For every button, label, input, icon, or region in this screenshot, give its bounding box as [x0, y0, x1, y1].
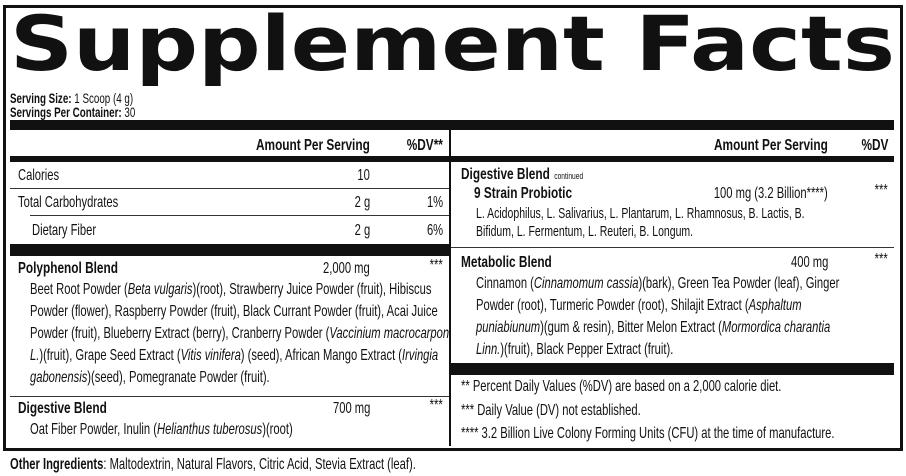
divider-bar — [451, 156, 894, 162]
polyphenol-dv: *** — [429, 257, 443, 274]
digestive-dv: *** — [429, 397, 443, 414]
ingredient-text: Beet Root Powder ( — [30, 281, 128, 298]
probiotic-name: 9 Strain Probiotic — [474, 185, 573, 202]
ingredient-line: L.)(fruit), Grape Seed Extract (Vitis vi… — [30, 345, 449, 367]
ingredient-text: Bifidum, L. Fermentum, L. Reuteri, B. Lo… — [476, 223, 694, 240]
right-header-amount: Amount Per Serving — [714, 137, 828, 154]
ingredient-line: Linn.)(fruit), Black Pepper Extract (fru… — [476, 339, 839, 361]
row-carbs-dv: 1% — [426, 194, 443, 211]
left-header-amount: Amount Per Serving — [256, 137, 370, 154]
ingredient-text: )(bark), Green Tea Powder (leaf), Ginger — [638, 275, 840, 292]
botanical-name: Vitis vinifera — [180, 347, 241, 364]
continued-note: continued — [554, 171, 584, 181]
botanical-name: Mormordica charantia — [721, 319, 831, 336]
metabolic-dv: *** — [874, 251, 888, 268]
botanical-name: Cinnamomum cassia — [533, 275, 639, 292]
supplement-facts-panel — [3, 5, 903, 451]
botanical-name: Vaccinium macrocarpon — [329, 325, 450, 342]
footnote-dv-not-established: *** Daily Value (DV) not established. — [461, 402, 641, 419]
divider-bar — [10, 244, 449, 256]
metabolic-name: Metabolic Blend — [461, 254, 552, 271]
polyphenol-ingredients: Beet Root Powder (Beta vulgaris)(root), … — [30, 279, 449, 389]
ingredient-text: L. Acidophilus, L. Salivarius, L. Planta… — [476, 205, 805, 222]
servings-label: Servings Per Container: — [10, 104, 122, 120]
divider-bar — [10, 156, 449, 162]
serving-size-label: Serving Size: — [10, 90, 72, 106]
ingredient-text: )(gum & resin), Bitter Melon Extract ( — [540, 319, 722, 336]
botanical-name: Asphaltum — [748, 297, 802, 314]
row-fiber-name: Dietary Fiber — [32, 222, 97, 239]
probiotic-dv: *** — [874, 182, 888, 199]
ingredient-line: L. Acidophilus, L. Salivarius, L. Planta… — [476, 205, 805, 223]
polyphenol-amount: 2,000 mg — [323, 260, 370, 277]
digestive-continued-name: Digestive Blend — [461, 166, 550, 183]
divider-bar — [10, 120, 894, 130]
row-fiber-amount: 2 g — [354, 222, 370, 239]
divider-bar — [451, 363, 894, 375]
divider-line — [10, 396, 449, 397]
ingredient-text: Powder (flower), Raspberry Powder (fruit… — [30, 303, 438, 320]
botanical-name: L. — [30, 347, 40, 364]
serving-size-value: 1 Scoop (4 g) — [74, 90, 134, 106]
servings-per-container: Servings Per Container: 30 — [10, 105, 135, 119]
botanical-name: Linn. — [476, 341, 501, 358]
ingredient-line: Powder (fruit), Blueberry Extract (berry… — [30, 323, 449, 345]
ingredient-line: Oat Fiber Powder, Inulin (Helianthus tub… — [30, 419, 293, 441]
title: Supplement Facts — [10, 0, 895, 88]
right-header-dv: %DV — [861, 137, 888, 154]
ingredient-text: )(fruit), Black Pepper Extract (fruit). — [500, 341, 674, 358]
ingredient-text: Powder (root), Turmeric Powder (root), S… — [476, 297, 749, 314]
botanical-name: Beta vulgaris — [127, 281, 193, 298]
digestive-amount: 700 mg — [332, 400, 370, 417]
divider-line — [10, 188, 449, 189]
metabolic-amount: 400 mg — [790, 254, 828, 271]
footnote-dv: ** Percent Daily Values (%DV) are based … — [461, 378, 782, 395]
ingredient-line: Powder (flower), Raspberry Powder (fruit… — [30, 301, 449, 323]
digestive-name: Digestive Blend — [18, 400, 107, 417]
row-carbs-amount: 2 g — [354, 194, 370, 211]
ingredient-line: puniabiunum)(gum & resin), Bitter Melon … — [476, 317, 839, 339]
probiotic-amount: 100 mg (3.2 Billion****) — [714, 185, 828, 202]
row-calories-amount: 10 — [357, 167, 370, 184]
ingredient-text: Oat Fiber Powder, Inulin ( — [30, 421, 157, 438]
digestive-continued: Digestive Blend continued — [461, 166, 583, 185]
ingredient-text: Powder (fruit), Blueberry Extract (berry… — [30, 325, 330, 342]
column-divider — [449, 130, 451, 446]
servings-value: 30 — [124, 104, 136, 120]
ingredient-text: )(root) — [262, 421, 293, 438]
ingredient-line: Cinnamon (Cinnamomum cassia)(bark), Gree… — [476, 273, 839, 295]
left-header-dv: %DV** — [406, 137, 443, 154]
other-ingredients-value: : Maltodextrin, Natural Flavors, Citric … — [103, 456, 416, 473]
ingredient-line: Beet Root Powder (Beta vulgaris)(root), … — [30, 279, 449, 301]
botanical-name: Irvingia — [402, 347, 439, 364]
ingredient-line: Bifidum, L. Fermentum, L. Reuteri, B. Lo… — [476, 223, 805, 241]
ingredient-text: )(seed), Pomegranate Powder (fruit). — [87, 369, 270, 386]
botanical-name: Helianthus tuberosus — [156, 421, 263, 438]
ingredient-text: Cinnamon ( — [476, 275, 534, 292]
serving-size: Serving Size: 1 Scoop (4 g) — [10, 91, 133, 105]
polyphenol-name: Polyphenol Blend — [18, 260, 118, 277]
row-calories-name: Calories — [18, 167, 60, 184]
other-ingredients-label: Other Ingredients — [10, 456, 104, 473]
divider-line — [451, 247, 894, 248]
digestive-ingredients: Oat Fiber Powder, Inulin (Helianthus tub… — [30, 419, 293, 441]
ingredient-text: )(fruit), Grape Seed Extract ( — [39, 347, 181, 364]
row-carbs-name: Total Carbohydrates — [18, 194, 119, 211]
metabolic-ingredients: Cinnamon (Cinnamomum cassia)(bark), Gree… — [476, 273, 839, 361]
ingredient-line: Powder (root), Turmeric Powder (root), S… — [476, 295, 839, 317]
botanical-name: puniabiunum — [476, 319, 541, 336]
other-ingredients: Other Ingredients: Maltodextrin, Natural… — [10, 456, 416, 474]
footnote-cfu: **** 3.2 Billion Live Colony Forming Uni… — [461, 425, 835, 442]
title-text: Supplement Facts — [10, 0, 895, 88]
botanical-name: gabonensis — [30, 369, 88, 386]
ingredient-line: gabonensis)(seed), Pomegranate Powder (f… — [30, 367, 449, 389]
ingredient-text: )(root), Strawberry Juice Powder (fruit)… — [192, 281, 432, 298]
divider-line — [30, 215, 449, 216]
probiotic-strains: L. Acidophilus, L. Salivarius, L. Planta… — [476, 205, 805, 241]
row-fiber-dv: 6% — [426, 222, 443, 239]
ingredient-text: ) (seed), African Mango Extract ( — [240, 347, 403, 364]
